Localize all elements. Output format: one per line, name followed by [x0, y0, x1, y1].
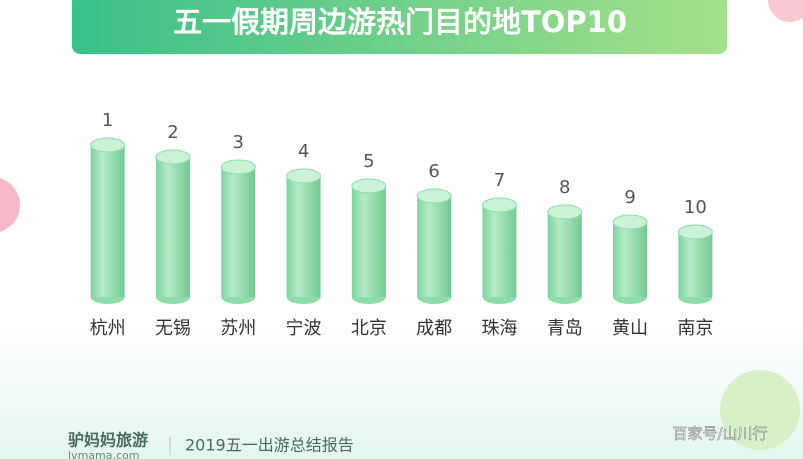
- cylinder-body: [351, 186, 386, 297]
- decor-circle: [720, 370, 800, 450]
- cylinder-body: [482, 205, 517, 297]
- x-tick-label: 宁波: [286, 318, 322, 339]
- x-tick-label: 南京: [677, 318, 713, 339]
- rank-label: 5: [363, 151, 374, 172]
- cylinder: [547, 204, 583, 304]
- rank-label: 7: [494, 170, 505, 191]
- cylinder-body: [155, 157, 190, 297]
- x-tick-label: 无锡: [155, 318, 191, 339]
- rank-label: 10: [684, 197, 707, 218]
- cylinder: [155, 149, 191, 304]
- watermark: 百家号/山川行: [672, 425, 767, 443]
- rank-label: 8: [559, 177, 570, 198]
- x-tick-label: 成都: [416, 318, 452, 339]
- x-tick-label: 珠海: [481, 318, 517, 339]
- rank-label: 2: [167, 122, 178, 143]
- cylinder: [286, 168, 322, 304]
- cylinder-top: [155, 149, 191, 165]
- cylinder-body: [90, 145, 125, 297]
- rank-label: 1: [102, 110, 113, 131]
- cylinder: [90, 137, 126, 304]
- cylinder: [481, 197, 517, 304]
- title-banner: [72, 0, 727, 54]
- cylinder-body: [221, 167, 256, 297]
- rank-label: 9: [624, 187, 635, 208]
- cylinder: [612, 214, 648, 304]
- cylinder-top: [220, 159, 256, 175]
- x-tick-label: 北京: [351, 318, 387, 339]
- report-name: 2019五一出游总结报告: [185, 436, 354, 455]
- x-tick-label: 杭州: [90, 318, 126, 339]
- cylinder-top: [481, 197, 517, 213]
- cylinder-body: [613, 222, 648, 297]
- cylinder-top: [416, 188, 452, 204]
- cylinder-body: [417, 196, 452, 297]
- cylinder-body: [547, 212, 582, 297]
- x-tick-label: 黄山: [612, 318, 648, 339]
- cylinder-top: [677, 224, 713, 240]
- cylinder-top: [286, 168, 322, 184]
- cylinder: [416, 188, 452, 304]
- decor-circle: [0, 178, 20, 232]
- chart-title: 五一假期周边游热门目的地TOP10: [173, 5, 627, 39]
- cylinder-body: [286, 176, 321, 297]
- x-tick-label: 青岛: [547, 318, 583, 339]
- rank-label: 4: [298, 141, 309, 162]
- cylinder-top: [90, 137, 126, 153]
- cylinder-top: [351, 178, 387, 194]
- cylinder-body: [678, 232, 713, 297]
- brand: 驴妈妈旅游: [68, 431, 148, 450]
- brand-url: lvmama.com: [68, 449, 139, 459]
- rank-label: 3: [233, 132, 244, 153]
- rank-label: 6: [428, 161, 439, 182]
- cylinder-top: [612, 214, 648, 230]
- x-tick-label: 苏州: [220, 318, 256, 339]
- cylinder: [220, 159, 256, 304]
- cylinder-top: [547, 204, 583, 220]
- decor-circle: [768, 0, 803, 22]
- cylinder: [351, 178, 387, 304]
- cylinder: [677, 224, 713, 304]
